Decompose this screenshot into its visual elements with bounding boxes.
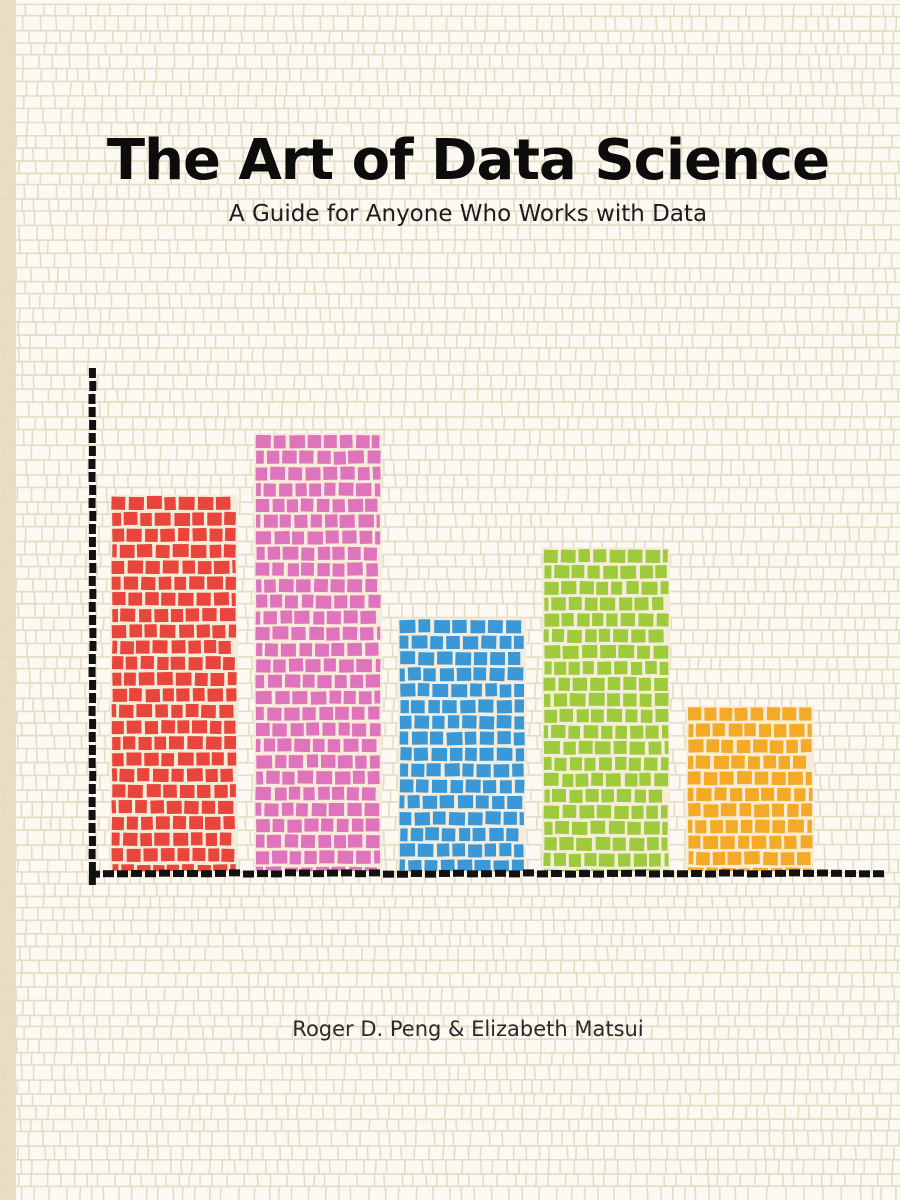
y-axis bbox=[88, 368, 97, 885]
bar-2 bbox=[254, 433, 382, 873]
x-axis bbox=[89, 869, 884, 878]
bar-1 bbox=[110, 494, 238, 873]
book-subtitle: A Guide for Anyone Who Works with Data bbox=[228, 201, 708, 227]
bar-3 bbox=[398, 617, 526, 873]
bar-4 bbox=[542, 547, 670, 873]
bar-5 bbox=[686, 705, 814, 873]
book-title: The Art of Data Science bbox=[106, 128, 830, 193]
book-authors: Roger D. Peng & Elizabeth Matsui bbox=[292, 1017, 644, 1041]
